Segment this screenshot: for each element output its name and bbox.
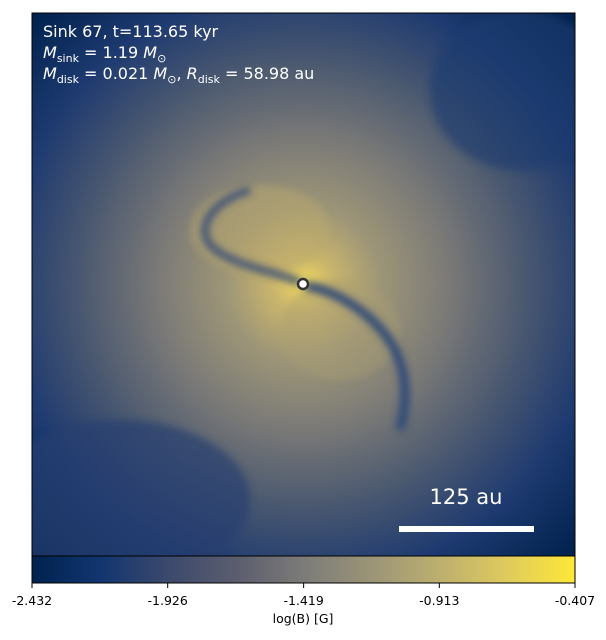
- scale-bar: [399, 526, 534, 532]
- tick-label: -0.913: [419, 593, 459, 608]
- annotation: Mdisk = 0.021 M⊙, Rdisk = 58.98 au: [43, 64, 314, 86]
- scale-bar-label: 125 au: [430, 485, 503, 509]
- annotation: Msink = 1.19 M⊙: [43, 43, 166, 65]
- tick-label: -1.926: [148, 593, 188, 608]
- tick-label: -2.432: [12, 593, 52, 608]
- tick-label: -0.407: [555, 593, 595, 608]
- field-map: [32, 13, 575, 556]
- colorbar-label: log(B) [G]: [273, 611, 334, 626]
- annotation: Sink 67, t=113.65 kyr: [43, 22, 219, 41]
- tick-label: -1.419: [283, 593, 323, 608]
- colorbar: [31, 555, 576, 584]
- sink-marker: [296, 277, 310, 291]
